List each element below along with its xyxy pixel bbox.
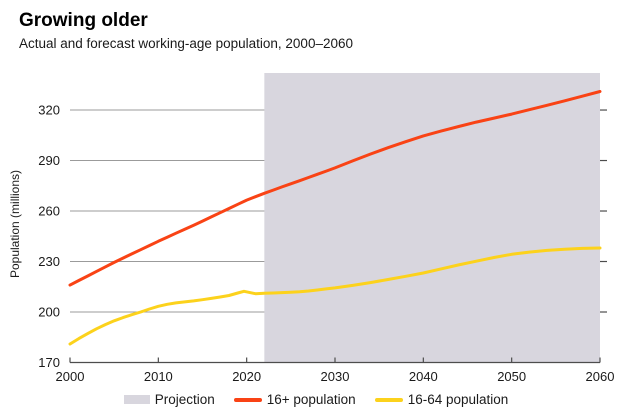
y-tick-label: 170 — [38, 355, 60, 370]
y-tick-label: 230 — [38, 254, 60, 269]
legend-label-16plus: 16+ population — [266, 392, 356, 407]
chart-subtitle: Actual and forecast working-age populati… — [19, 36, 353, 51]
x-tick-label: 2030 — [321, 369, 350, 384]
series-line-16-64 — [68, 246, 602, 346]
x-tick-label: 2050 — [497, 369, 526, 384]
y-axis-title: Population (millions) — [8, 170, 22, 278]
projection-swatch — [123, 395, 150, 404]
chart-title: Growing older — [19, 10, 148, 31]
x-tick-label: 2020 — [232, 369, 261, 384]
legend-item-16-64: 16-64 population — [374, 392, 509, 407]
x-tick-label: 2060 — [586, 369, 615, 384]
x-tick-label: 2000 — [56, 369, 85, 384]
x-tick-label: 2010 — [144, 369, 173, 384]
y-tick-label: 260 — [38, 204, 60, 219]
y-tick-label: 320 — [38, 103, 60, 118]
y-tick-label: 290 — [38, 153, 60, 168]
legend-item-projection: Projection — [123, 392, 215, 407]
legend-item-16plus: 16+ population — [233, 392, 356, 407]
x-tick-label: 2040 — [409, 369, 438, 384]
series-line-16plus — [68, 90, 602, 287]
projection-band — [264, 73, 600, 363]
chart-svg: 170 200 230 260 290 320 2000 2010 2020 2030 2040 20… — [8, 73, 615, 384]
legend: Projection 16+ population 16-64 populati… — [0, 392, 632, 407]
line-swatch-16plus — [233, 397, 262, 402]
legend-label-projection: Projection — [154, 392, 215, 407]
y-tick-label: 200 — [38, 305, 60, 320]
line-swatch-16-64 — [374, 397, 403, 402]
legend-label-16-64: 16-64 population — [407, 392, 509, 407]
